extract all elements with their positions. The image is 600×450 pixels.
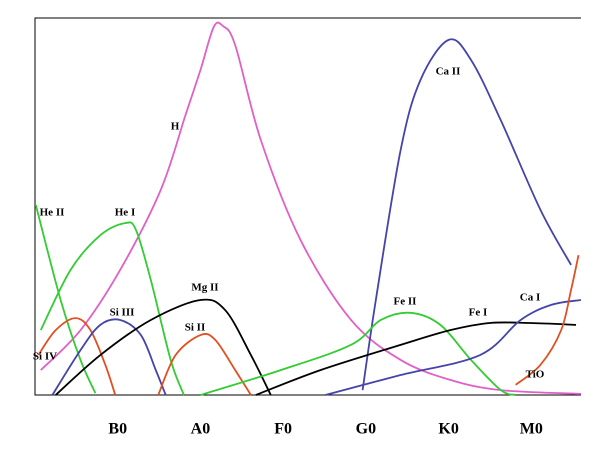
- x-tick-label: G0: [356, 421, 376, 438]
- series-line: [361, 38, 572, 391]
- series-line: [51, 318, 167, 396]
- series-label: TiO: [526, 369, 545, 381]
- series-line: [515, 254, 580, 386]
- series-label: Si III: [110, 307, 135, 319]
- series-label: Fe I: [469, 307, 488, 319]
- series-line: [39, 221, 185, 396]
- series-label: He II: [40, 207, 65, 219]
- x-tick-label: F0: [274, 421, 292, 438]
- series-label: H: [171, 121, 180, 133]
- series-label: Ca I: [520, 292, 540, 304]
- x-tick-label: M0: [520, 421, 543, 438]
- series-line: [34, 204, 97, 394]
- series-line: [200, 311, 516, 396]
- axis-frame: [34, 17, 581, 396]
- series-label: Fe II: [394, 296, 417, 308]
- series-line: [325, 299, 582, 396]
- series-label: Si II: [185, 322, 206, 334]
- x-tick-label: B0: [108, 421, 127, 438]
- series-line: [157, 333, 252, 396]
- series-line: [40, 21, 582, 395]
- series-line: [55, 298, 272, 396]
- series-label: Ca II: [436, 66, 461, 78]
- x-tick-label: K0: [438, 421, 458, 438]
- series-label: Mg II: [191, 282, 218, 294]
- series-line: [255, 321, 577, 396]
- x-tick-label: A0: [191, 421, 211, 438]
- series-label: He I: [115, 207, 135, 219]
- series-label: Si IV: [33, 351, 57, 363]
- series-line: [37, 317, 117, 396]
